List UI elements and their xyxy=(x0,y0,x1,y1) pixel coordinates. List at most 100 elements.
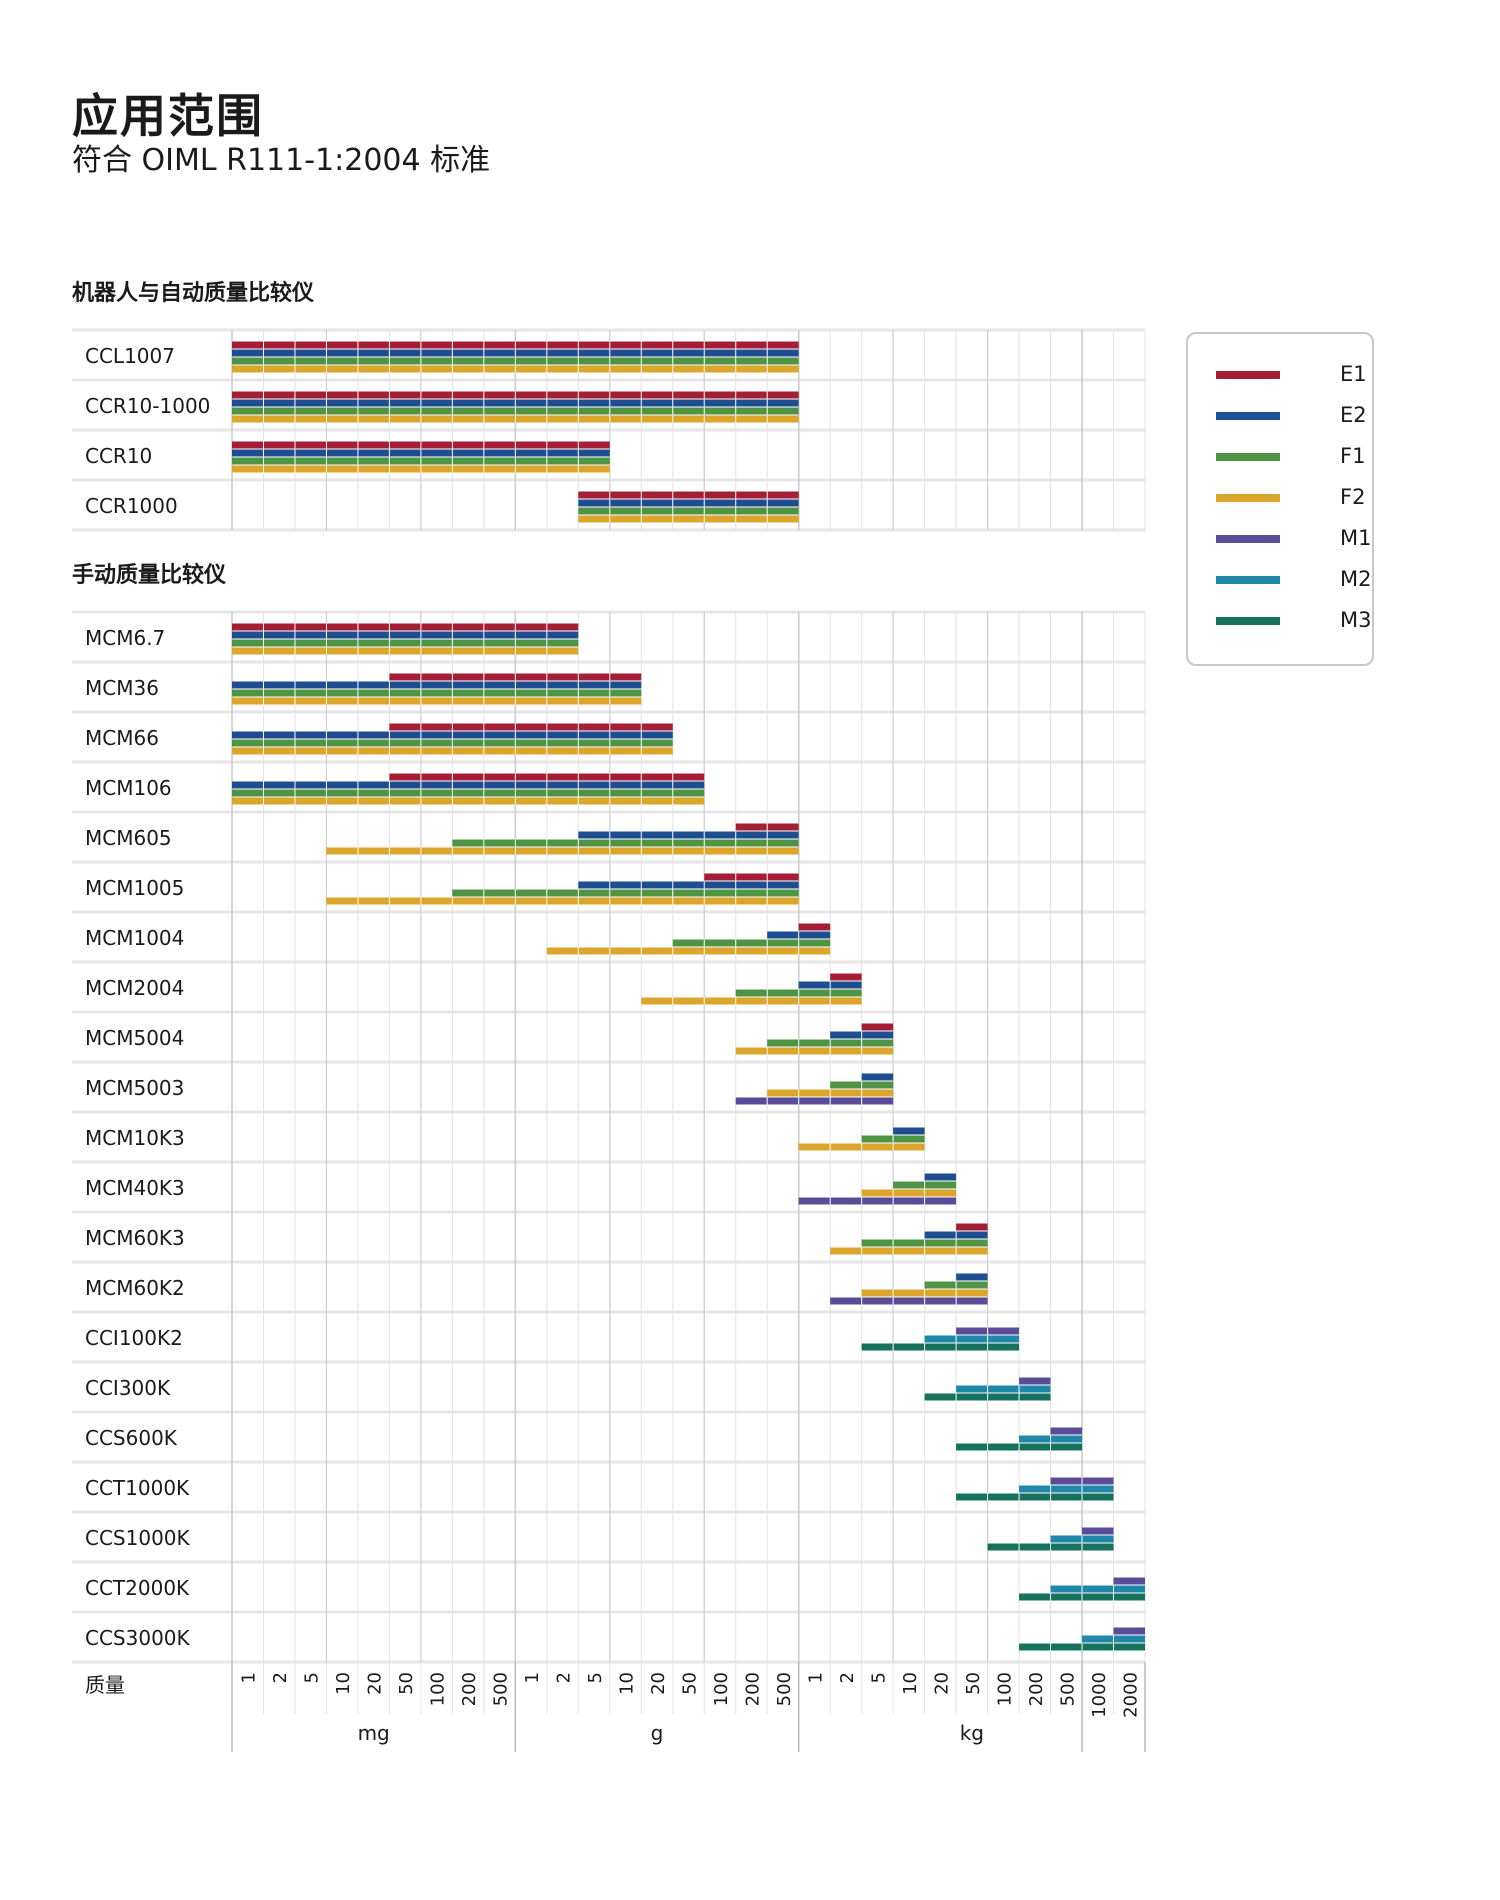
unit-label-g: g xyxy=(651,1721,664,1745)
legend-label-m1: M1 xyxy=(1340,526,1372,550)
range-bar-e2 xyxy=(232,781,705,789)
tick-label: 5 xyxy=(302,1672,323,1683)
range-bar-e1 xyxy=(861,1023,894,1031)
instrument-label: MCM66 xyxy=(85,726,159,750)
range-bar-m1 xyxy=(1082,1527,1114,1535)
tick-label: 20 xyxy=(648,1672,669,1695)
range-bar-e1 xyxy=(578,491,799,499)
tick-label: 1 xyxy=(805,1672,826,1683)
tick-label: 10 xyxy=(900,1672,921,1695)
range-bar-m1 xyxy=(735,1097,894,1105)
instrument-label: MCM6.7 xyxy=(85,626,165,650)
legend-item-m2: M2 xyxy=(1216,565,1371,595)
legend-label-f1: F1 xyxy=(1340,444,1366,468)
range-bar-e1 xyxy=(830,973,862,981)
range-bar-m1 xyxy=(798,1197,957,1205)
range-bar-m3 xyxy=(956,1493,1114,1501)
instrument-label: CCS1000K xyxy=(85,1526,191,1550)
instrument-label: CCR10 xyxy=(85,444,152,468)
tick-label: 50 xyxy=(680,1672,701,1695)
range-bar-f2 xyxy=(326,847,799,855)
range-bar-e2 xyxy=(956,1273,988,1281)
range-bar-m1 xyxy=(830,1297,988,1305)
range-bar-f2 xyxy=(326,897,799,905)
instrument-label: MCM60K3 xyxy=(85,1226,185,1250)
legend-swatch-m2 xyxy=(1216,576,1280,584)
range-bar-m1 xyxy=(1019,1377,1051,1385)
range-bar-e2 xyxy=(924,1173,957,1181)
instrument-label: CCR1000 xyxy=(85,494,178,518)
tick-label: 200 xyxy=(459,1672,480,1706)
range-bar-e2 xyxy=(861,1073,894,1081)
range-bar-f2 xyxy=(641,997,862,1005)
tick-label: 500 xyxy=(1057,1672,1078,1706)
range-bar-m1 xyxy=(1113,1627,1145,1635)
range-bar-m2 xyxy=(924,1335,1020,1343)
tick-label: 500 xyxy=(491,1672,512,1706)
range-bar-f2 xyxy=(232,647,579,655)
tick-label: 200 xyxy=(1026,1672,1047,1706)
range-bar-e1 xyxy=(389,723,673,731)
tick-label: 10 xyxy=(617,1672,638,1695)
legend-item-m3: M3 xyxy=(1216,606,1371,636)
tick-label: 500 xyxy=(774,1672,795,1706)
page-subtitle: 符合 OIML R111-1:2004 标准 xyxy=(72,143,491,178)
instrument-label: CCI100K2 xyxy=(85,1326,183,1350)
tick-label: 1 xyxy=(522,1672,543,1683)
instrument-label: CCR10-1000 xyxy=(85,394,210,418)
tick-label: 200 xyxy=(742,1672,763,1706)
range-bar-f2 xyxy=(232,797,705,805)
page-title: 应用范围 xyxy=(72,89,264,143)
instrument-label: MCM5004 xyxy=(85,1026,184,1050)
instrument-label: MCM1005 xyxy=(85,876,184,900)
legend-item-e2: E2 xyxy=(1216,401,1367,431)
tick-label: 50 xyxy=(396,1672,417,1695)
legend-swatch-m3 xyxy=(1216,617,1280,625)
legend-swatch-e1 xyxy=(1216,371,1280,379)
instrument-label: MCM2004 xyxy=(85,976,184,1000)
instrument-label: MCM5003 xyxy=(85,1076,184,1100)
range-bar-e1 xyxy=(798,923,831,931)
legend-item-f1: F1 xyxy=(1216,442,1366,472)
legend-label-e1: E1 xyxy=(1340,362,1367,386)
tick-label: 2000 xyxy=(1120,1672,1141,1718)
legend-label-f2: F2 xyxy=(1340,485,1366,509)
legend-label-m2: M2 xyxy=(1340,567,1372,591)
range-bar-f1 xyxy=(452,839,799,847)
section-title-manual: 手动质量比较仪 xyxy=(72,563,227,588)
legend-swatch-m1 xyxy=(1216,535,1280,543)
legend-item-m1: M1 xyxy=(1216,524,1371,554)
instrument-label: MCM605 xyxy=(85,826,172,850)
instrument-label: MCM60K2 xyxy=(85,1276,185,1300)
range-bar-e2 xyxy=(893,1127,925,1135)
range-bar-f2 xyxy=(735,1047,894,1055)
range-bar-e2 xyxy=(578,831,799,839)
tick-label: 2 xyxy=(837,1672,858,1683)
range-bar-m3 xyxy=(861,1343,1020,1351)
tick-label: 50 xyxy=(963,1672,984,1695)
range-bar-f2 xyxy=(578,515,799,523)
tick-label: 2 xyxy=(270,1672,291,1683)
unit-label-kg: kg xyxy=(960,1721,984,1745)
instrument-label: CCL1007 xyxy=(85,344,175,368)
range-bar-f1 xyxy=(232,789,705,797)
legend-label-e2: E2 xyxy=(1340,403,1367,427)
range-bar-m1 xyxy=(1113,1577,1145,1585)
range-bar-e2 xyxy=(578,499,799,507)
legend-label-m3: M3 xyxy=(1340,608,1372,632)
range-bar-e1 xyxy=(704,873,799,881)
range-bar-f1 xyxy=(232,639,579,647)
instrument-label: CCS600K xyxy=(85,1426,178,1450)
instrument-label: MCM10K3 xyxy=(85,1126,185,1150)
range-bar-e1 xyxy=(232,623,579,631)
range-bar-f1 xyxy=(672,939,831,947)
range-bar-m2 xyxy=(1019,1485,1114,1493)
tick-label: 100 xyxy=(711,1672,732,1706)
instrument-label: CCI300K xyxy=(85,1376,171,1400)
range-bar-f2 xyxy=(861,1189,957,1197)
instrument-label: MCM1004 xyxy=(85,926,184,950)
tick-label: 100 xyxy=(428,1672,449,1706)
instrument-label: MCM36 xyxy=(85,676,159,700)
legend-swatch-e2 xyxy=(1216,412,1280,420)
